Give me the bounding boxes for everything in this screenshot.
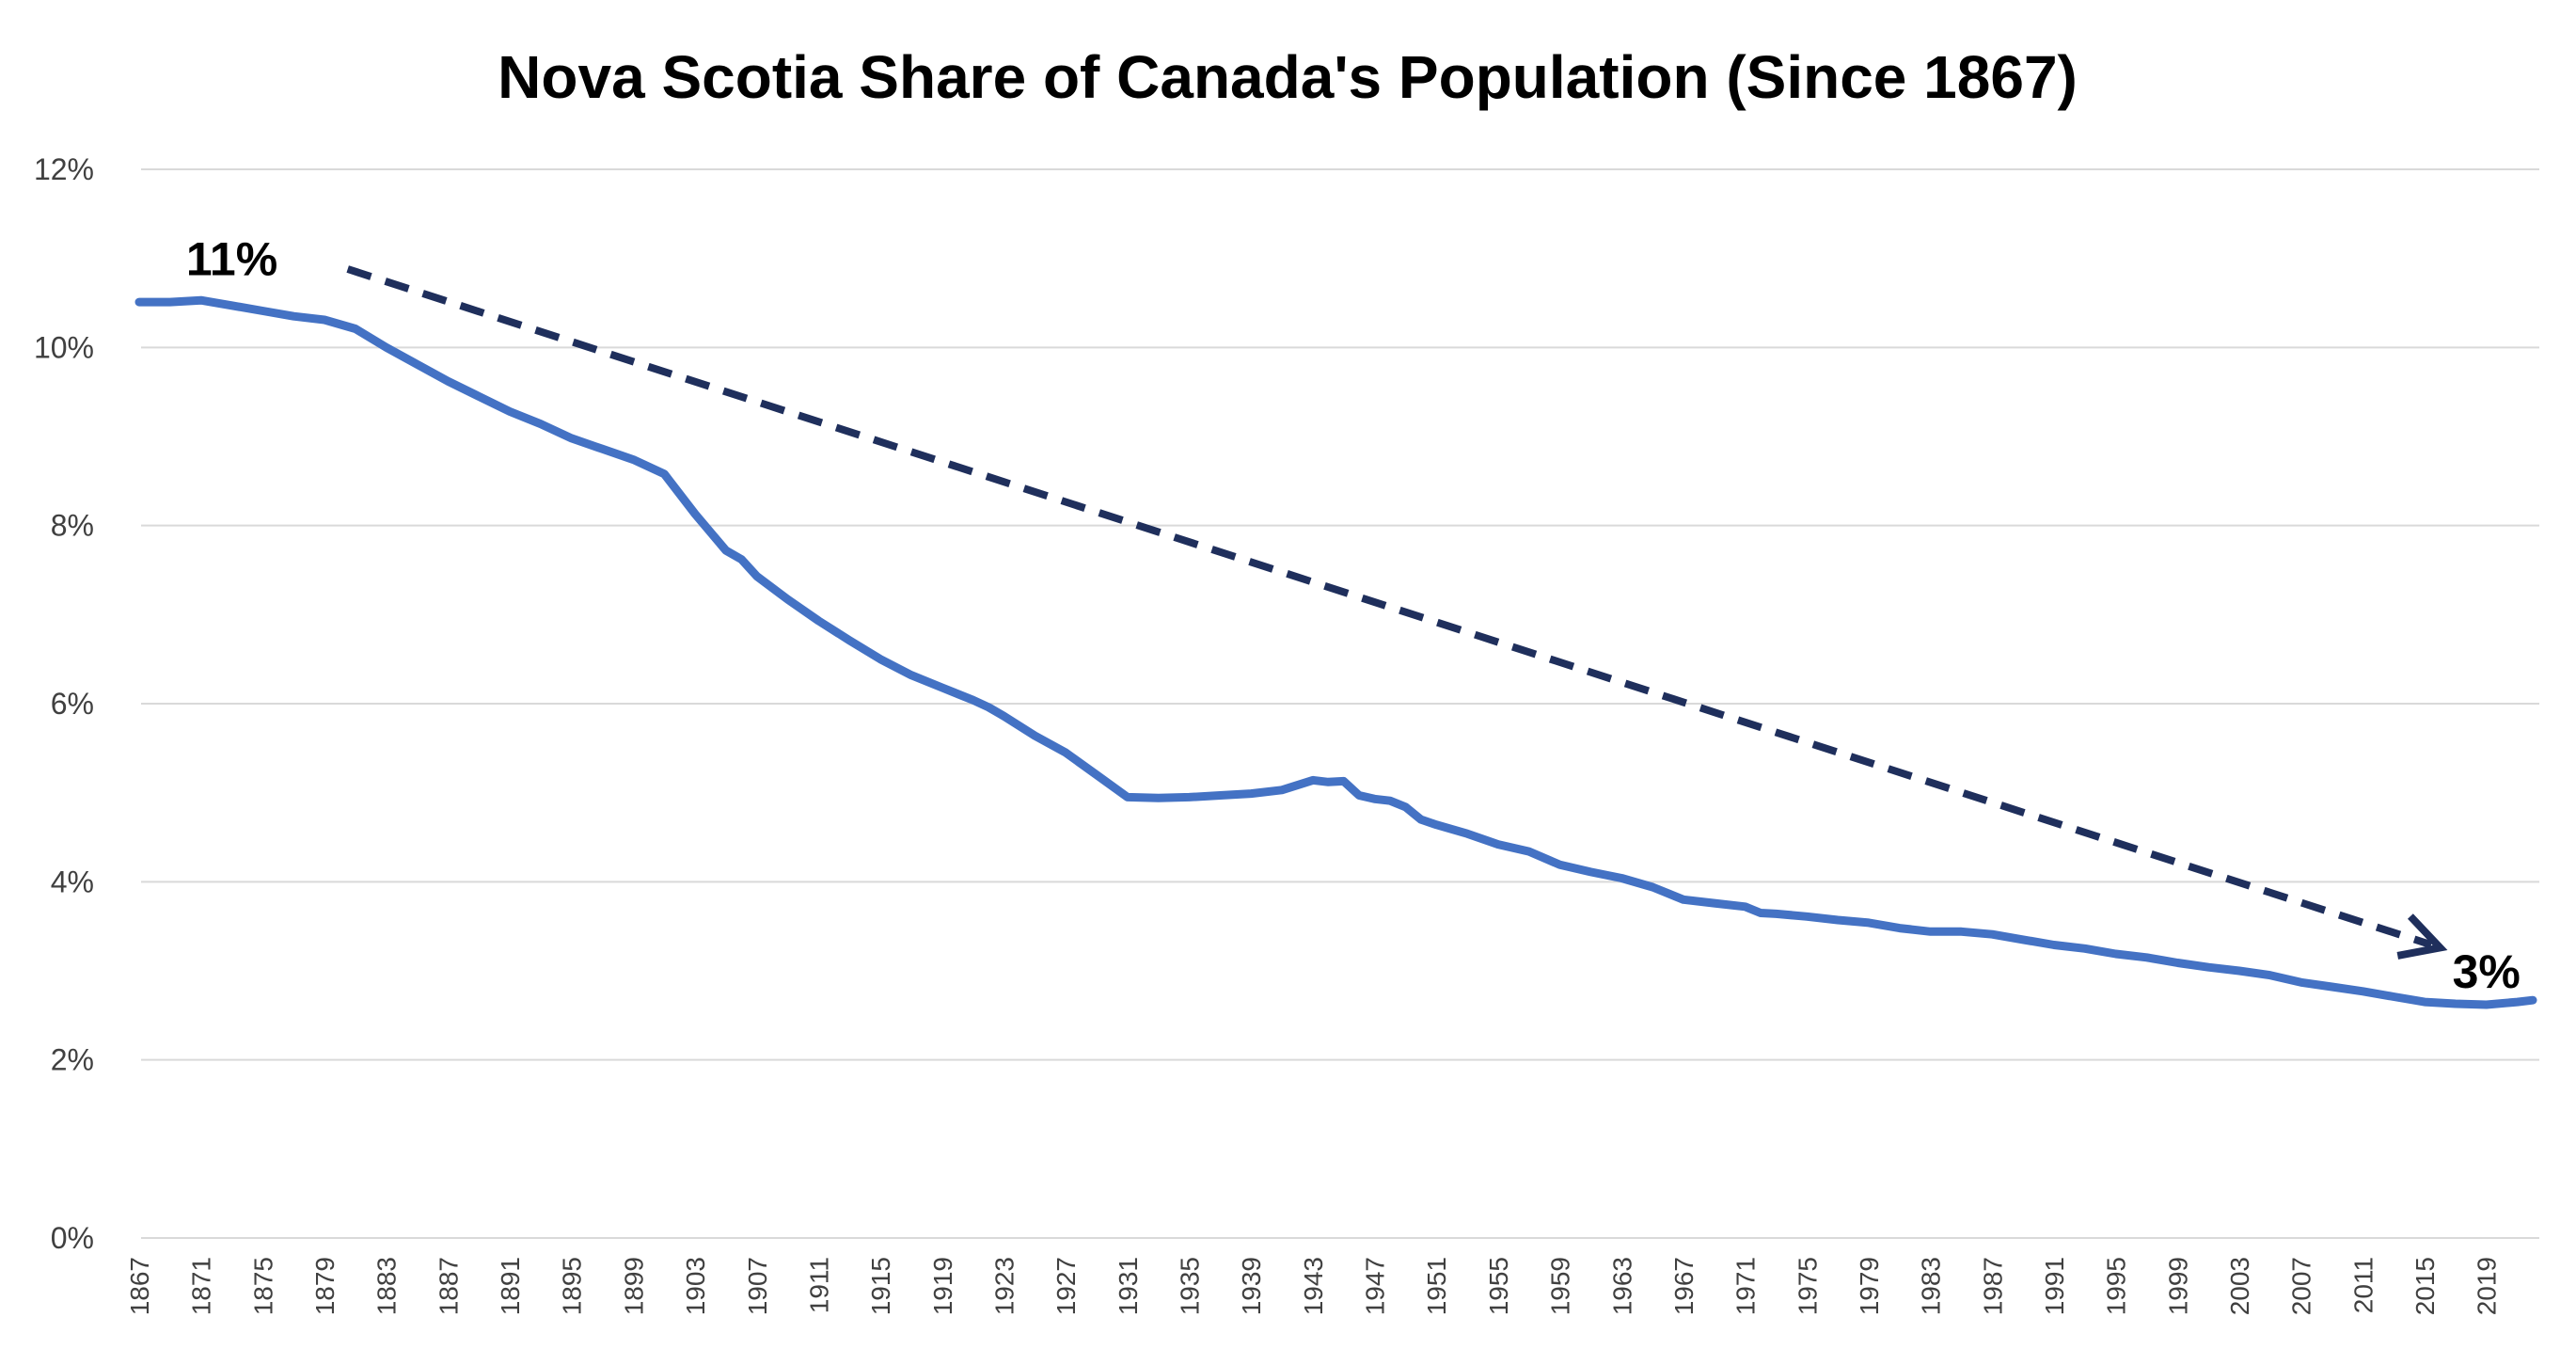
x-tick-label: 1935 [1176, 1257, 1205, 1315]
x-tick-label: 1915 [866, 1257, 895, 1315]
x-tick-label: 1959 [1546, 1257, 1575, 1315]
x-tick-label: 2003 [2225, 1257, 2254, 1315]
y-tick-label: 10% [34, 330, 94, 364]
x-tick-label: 1967 [1669, 1257, 1699, 1315]
x-tick-label: 1999 [2163, 1257, 2192, 1315]
gridlines [141, 168, 2539, 1239]
x-tick-label: 1923 [989, 1257, 1019, 1315]
x-tick-label: 2019 [2473, 1257, 2502, 1315]
y-tick-label: 0% [51, 1221, 94, 1255]
y-tick-label: 2% [51, 1043, 94, 1077]
annotation-end-value: 3% [2453, 945, 2521, 998]
x-tick-label: 1931 [1114, 1257, 1143, 1315]
x-tick-label: 1991 [2040, 1257, 2069, 1315]
x-tick-label: 1947 [1361, 1257, 1390, 1315]
y-tick-label: 8% [51, 509, 94, 543]
x-tick-label: 1919 [928, 1257, 957, 1315]
x-tick-label: 1887 [434, 1257, 463, 1315]
x-tick-label: 1971 [1731, 1257, 1761, 1315]
trend-arrow-head [2396, 913, 2448, 960]
x-tick-label: 2011 [2348, 1257, 2378, 1313]
x-tick-label: 1983 [1917, 1257, 1946, 1315]
x-tick-label: 1979 [1855, 1257, 1884, 1315]
x-tick-label: 1879 [310, 1257, 340, 1315]
x-tick-label: 1987 [1978, 1257, 2007, 1315]
x-tick-label: 1911 [804, 1257, 833, 1313]
x-tick-label: 1907 [743, 1257, 772, 1315]
y-axis: 0% 2% 4% 6% 8% 10% 12% [34, 152, 94, 1255]
chart-title: Nova Scotia Share of Canada's Population… [498, 43, 2078, 111]
x-tick-label: 1963 [1607, 1257, 1636, 1315]
x-tick-label: 1943 [1299, 1257, 1328, 1315]
x-tick-label: 2015 [2410, 1257, 2440, 1315]
x-tick-label: 1903 [681, 1257, 710, 1315]
x-axis: 1867 1871 1875 1879 1883 1887 1891 1895 1899 1903… [125, 1257, 2502, 1315]
y-tick-label: 12% [34, 152, 94, 186]
x-tick-label: 2007 [2287, 1257, 2316, 1315]
x-tick-label: 1867 [125, 1257, 154, 1315]
x-tick-label: 1995 [2102, 1257, 2131, 1315]
x-tick-label: 1899 [619, 1257, 648, 1315]
x-tick-label: 1975 [1793, 1257, 1822, 1315]
x-tick-label: 1871 [187, 1257, 216, 1315]
x-tick-label: 1883 [372, 1257, 402, 1315]
trend-arrow-line [346, 265, 2433, 949]
x-tick-label: 1955 [1484, 1257, 1513, 1315]
series-line-nova-scotia-share [134, 295, 2537, 1009]
x-tick-label: 1875 [248, 1257, 277, 1315]
x-tick-label: 1895 [558, 1257, 587, 1315]
y-tick-label: 4% [51, 865, 94, 898]
x-tick-label: 1939 [1237, 1257, 1266, 1315]
x-tick-label: 1927 [1051, 1257, 1081, 1315]
y-tick-label: 6% [51, 687, 94, 721]
x-tick-label: 1891 [496, 1257, 525, 1315]
x-tick-label: 1951 [1422, 1257, 1451, 1315]
annotation-start-value: 11% [186, 233, 277, 286]
